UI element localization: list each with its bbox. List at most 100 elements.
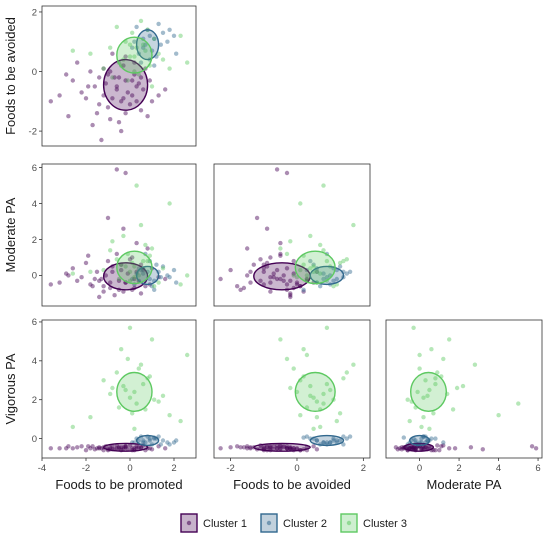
- point-cluster-2: [143, 440, 148, 445]
- plot-area: [48, 167, 190, 300]
- point-cluster-3: [341, 258, 346, 264]
- point-cluster-1: [218, 446, 223, 451]
- point-cluster-1: [425, 446, 430, 451]
- point-cluster-3: [421, 395, 426, 400]
- point-cluster-1: [114, 84, 120, 89]
- point-cluster-1: [127, 257, 133, 262]
- point-cluster-1: [108, 445, 113, 450]
- point-cluster-3: [156, 280, 161, 285]
- point-cluster-1: [123, 54, 128, 59]
- point-cluster-1: [288, 445, 293, 450]
- point-cluster-3: [110, 239, 115, 244]
- point-cluster-3: [324, 381, 330, 387]
- ellipse-cluster-2: [135, 434, 160, 447]
- point-cluster-3: [314, 269, 320, 274]
- point-cluster-3: [417, 366, 422, 371]
- panel-frame: [213, 163, 371, 307]
- point-cluster-1: [99, 137, 104, 143]
- point-cluster-3: [152, 36, 157, 41]
- point-cluster-3: [284, 251, 290, 257]
- ellipse-cluster-3: [410, 371, 448, 412]
- panel-frame: [213, 319, 371, 459]
- x-tick-label: 2: [171, 463, 176, 474]
- x-tick-label: 0: [127, 463, 132, 474]
- y-tick-label: -2: [29, 126, 37, 137]
- point-cluster-3: [288, 239, 293, 244]
- legend-label: Cluster 1: [203, 518, 247, 530]
- point-cluster-1: [121, 226, 126, 231]
- point-cluster-1: [121, 447, 126, 452]
- point-cluster-3: [298, 267, 303, 273]
- panels-layer: -2 0 2 Foods to be avoided 0 2 4 6 Moderate PA 0 2…: [3, 5, 543, 492]
- point-cluster-1: [110, 51, 115, 56]
- point-cluster-3: [516, 401, 521, 406]
- point-cluster-1: [435, 443, 440, 448]
- point-cluster-2: [174, 280, 179, 285]
- point-cluster-1: [130, 93, 135, 98]
- point-cluster-1: [291, 258, 296, 264]
- point-cluster-1: [419, 446, 424, 451]
- point-cluster-3: [431, 411, 436, 416]
- point-cluster-1: [92, 276, 98, 282]
- point-cluster-1: [138, 108, 144, 113]
- point-cluster-1: [248, 280, 253, 285]
- point-cluster-3: [441, 356, 446, 362]
- point-cluster-2: [321, 271, 326, 276]
- point-cluster-3: [152, 284, 157, 289]
- point-cluster-1: [278, 444, 283, 449]
- point-cluster-3: [308, 233, 313, 239]
- point-cluster-2: [171, 33, 177, 38]
- point-cluster-1: [264, 444, 270, 449]
- point-cluster-2: [138, 60, 144, 65]
- x-tick-label: -2: [82, 463, 90, 474]
- point-cluster-1: [271, 275, 276, 280]
- point-cluster-2: [165, 273, 170, 278]
- legend-item-cluster-1: Cluster 1: [180, 513, 247, 533]
- point-cluster-1: [125, 90, 130, 95]
- legend-key-point: [346, 520, 352, 526]
- point-cluster-3: [149, 337, 155, 342]
- point-cluster-3: [328, 387, 333, 393]
- point-cluster-1: [110, 96, 115, 101]
- point-cluster-3: [160, 57, 166, 62]
- legend: Cluster 1 Cluster 2 Cluster 3: [180, 513, 407, 533]
- point-cluster-1: [105, 215, 111, 221]
- point-cluster-1: [101, 289, 106, 294]
- point-cluster-3: [321, 248, 326, 253]
- point-cluster-1: [248, 269, 253, 274]
- point-cluster-3: [429, 347, 434, 352]
- point-cluster-3: [324, 325, 330, 330]
- point-cluster-1: [281, 445, 286, 450]
- point-cluster-3: [337, 260, 343, 266]
- point-cluster-1: [409, 444, 414, 449]
- plot-area: [48, 325, 190, 453]
- point-cluster-1: [145, 246, 150, 251]
- point-cluster-2: [171, 440, 177, 445]
- ellipse-cluster-2: [135, 29, 160, 61]
- point-cluster-1: [399, 445, 404, 450]
- point-cluster-1: [274, 267, 280, 273]
- y-tick-label: 4: [32, 356, 37, 367]
- point-cluster-3: [331, 284, 336, 289]
- ellipse-cluster-1: [403, 442, 435, 452]
- point-cluster-3: [88, 415, 93, 420]
- point-cluster-1: [125, 447, 130, 452]
- point-cluster-1: [86, 84, 91, 89]
- point-cluster-1: [294, 280, 300, 285]
- point-cluster-3: [421, 415, 426, 420]
- point-cluster-1: [218, 276, 223, 282]
- point-cluster-3: [127, 395, 133, 400]
- point-cluster-1: [108, 69, 113, 74]
- point-cluster-1: [241, 285, 247, 291]
- point-cluster-3: [143, 48, 148, 53]
- point-cluster-1: [123, 111, 128, 116]
- point-cluster-3: [147, 374, 152, 379]
- point-cluster-2: [147, 436, 152, 441]
- point-cluster-3: [407, 418, 412, 424]
- panel-avoided-vs-vigorous: -2 0 2 Foods to be avoided: [213, 319, 371, 492]
- ellipse-cluster-3: [116, 371, 153, 412]
- point-cluster-1: [278, 276, 283, 282]
- ellipse-cluster-3: [294, 371, 336, 412]
- point-cluster-1: [66, 114, 71, 119]
- point-cluster-1: [99, 276, 104, 282]
